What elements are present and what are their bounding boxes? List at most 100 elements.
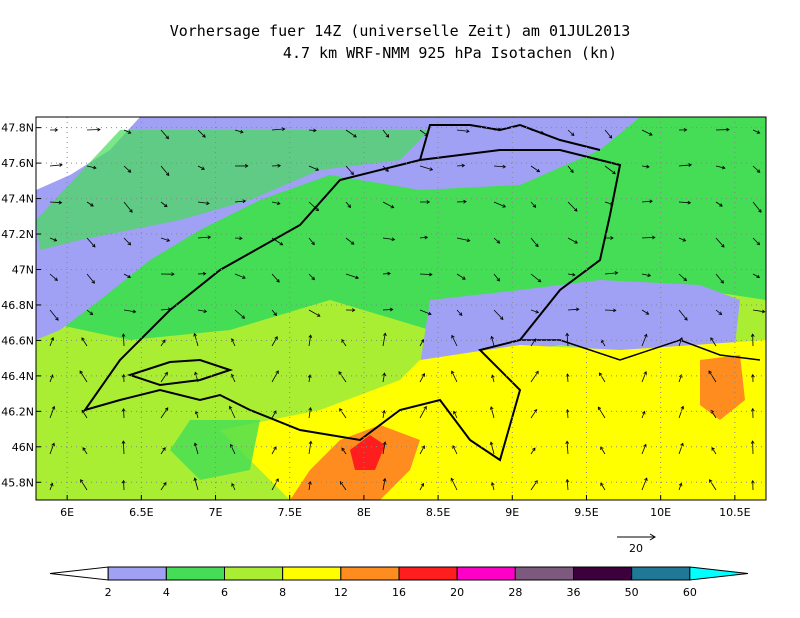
wind-vector-head	[680, 405, 685, 410]
wind-vector	[678, 483, 682, 491]
wind-vector-head	[462, 276, 466, 280]
wind-vector	[308, 129, 317, 131]
wind-vector-head	[315, 207, 320, 212]
wind-vector	[567, 201, 578, 212]
wind-vector	[86, 309, 93, 315]
wind-vector-head	[648, 132, 653, 136]
wind-vector-head	[385, 168, 389, 172]
wind-vector	[597, 406, 606, 419]
wind-vector	[490, 406, 495, 419]
wind-vector-head	[451, 370, 455, 375]
wind-vector	[308, 407, 311, 419]
wind-vector-head	[97, 127, 101, 132]
wind-vector-head	[451, 334, 455, 339]
colorbar-label: 36	[567, 586, 581, 599]
wind-vector-head	[537, 278, 542, 283]
colorbar-segment	[224, 566, 284, 581]
wind-vector	[709, 479, 717, 491]
wind-vector	[678, 164, 692, 167]
colorbar-segment	[282, 566, 342, 581]
wind-vector	[752, 273, 760, 278]
wind-vector	[160, 407, 169, 419]
wind-vector-head	[275, 478, 279, 482]
field-green-south	[170, 420, 260, 480]
wind-vector	[271, 336, 278, 347]
wind-vector-head	[229, 443, 234, 448]
wind-vector	[456, 237, 470, 242]
wind-vector	[419, 165, 433, 171]
wind-vector-head	[355, 275, 359, 280]
wind-vector-head	[313, 128, 317, 133]
wind-vector	[599, 372, 606, 383]
wind-vector	[194, 333, 199, 347]
wind-vector-head	[279, 241, 284, 246]
wind-vector-head	[709, 479, 713, 483]
wind-vector	[345, 273, 359, 279]
wind-vector-head	[534, 480, 538, 484]
wind-vector-head	[350, 241, 355, 245]
wind-vector-head	[127, 169, 132, 173]
wind-vector-head	[680, 442, 684, 447]
colorbar-segment	[165, 566, 225, 581]
y-tick-label: 46.4N	[1, 370, 34, 383]
wind-vector-head	[127, 274, 131, 279]
wind-vector	[49, 309, 59, 321]
wind-vector	[419, 445, 425, 455]
wind-vector	[382, 478, 386, 491]
wind-vector-head	[202, 271, 207, 276]
wind-vector	[271, 370, 279, 383]
wind-vector	[491, 375, 495, 383]
wind-vector-head	[532, 447, 536, 452]
wind-vector-head	[688, 163, 692, 167]
wind-vector	[708, 370, 717, 383]
wind-vector	[493, 237, 500, 244]
wind-vector	[752, 237, 760, 246]
wind-vector-head	[466, 238, 471, 243]
wind-vector	[86, 129, 101, 131]
wind-vector	[49, 374, 54, 383]
wind-vector	[490, 442, 495, 455]
wind-vector-head	[382, 441, 387, 445]
colorbar-label: 16	[392, 586, 406, 599]
wind-vector-head	[711, 447, 715, 451]
wind-vector-head	[387, 271, 391, 276]
wind-vector	[715, 201, 723, 207]
wind-vector	[382, 333, 386, 347]
wind-vector-head	[121, 333, 126, 337]
x-tick-label: 10.5E	[719, 506, 750, 519]
x-tick-label: 9.5E	[574, 506, 598, 519]
wind-vector-head	[163, 203, 168, 208]
wind-vector	[79, 370, 88, 383]
wind-vector-head	[682, 238, 687, 242]
wind-vector	[530, 201, 536, 208]
y-tick-label: 47.2N	[1, 228, 34, 241]
wind-vector-head	[612, 308, 617, 313]
wind-vector-head	[687, 200, 692, 205]
wind-vector-head	[51, 405, 56, 410]
wind-vector-head	[202, 134, 206, 138]
field-lavender-strip	[420, 280, 740, 365]
wind-vector-head	[420, 482, 425, 487]
wind-vector	[530, 447, 536, 455]
wind-vector	[710, 337, 717, 347]
reference-vector-label: 20	[629, 542, 643, 555]
wind-vector-head	[719, 203, 723, 207]
wind-vector	[419, 339, 424, 347]
wind-vector	[308, 201, 319, 211]
wind-vector-head	[490, 374, 495, 379]
colorbar-label: 12	[334, 586, 348, 599]
wind-vector-head	[341, 447, 345, 452]
wind-vector	[271, 309, 277, 316]
wind-vector	[308, 309, 321, 317]
wind-vector-head	[608, 134, 613, 139]
wind-vector	[341, 339, 347, 347]
wind-vector-head	[203, 309, 208, 314]
wind-vector	[49, 406, 55, 419]
wind-vector-head	[350, 171, 354, 176]
wind-vector	[493, 309, 504, 320]
wind-vector	[678, 201, 691, 204]
wind-vector-head	[390, 204, 395, 209]
colorbar-label: 6	[221, 586, 228, 599]
title-line-1: Vorhersage fuer 14Z (universelle Zeit) a…	[170, 22, 631, 40]
wind-vector	[123, 129, 131, 134]
